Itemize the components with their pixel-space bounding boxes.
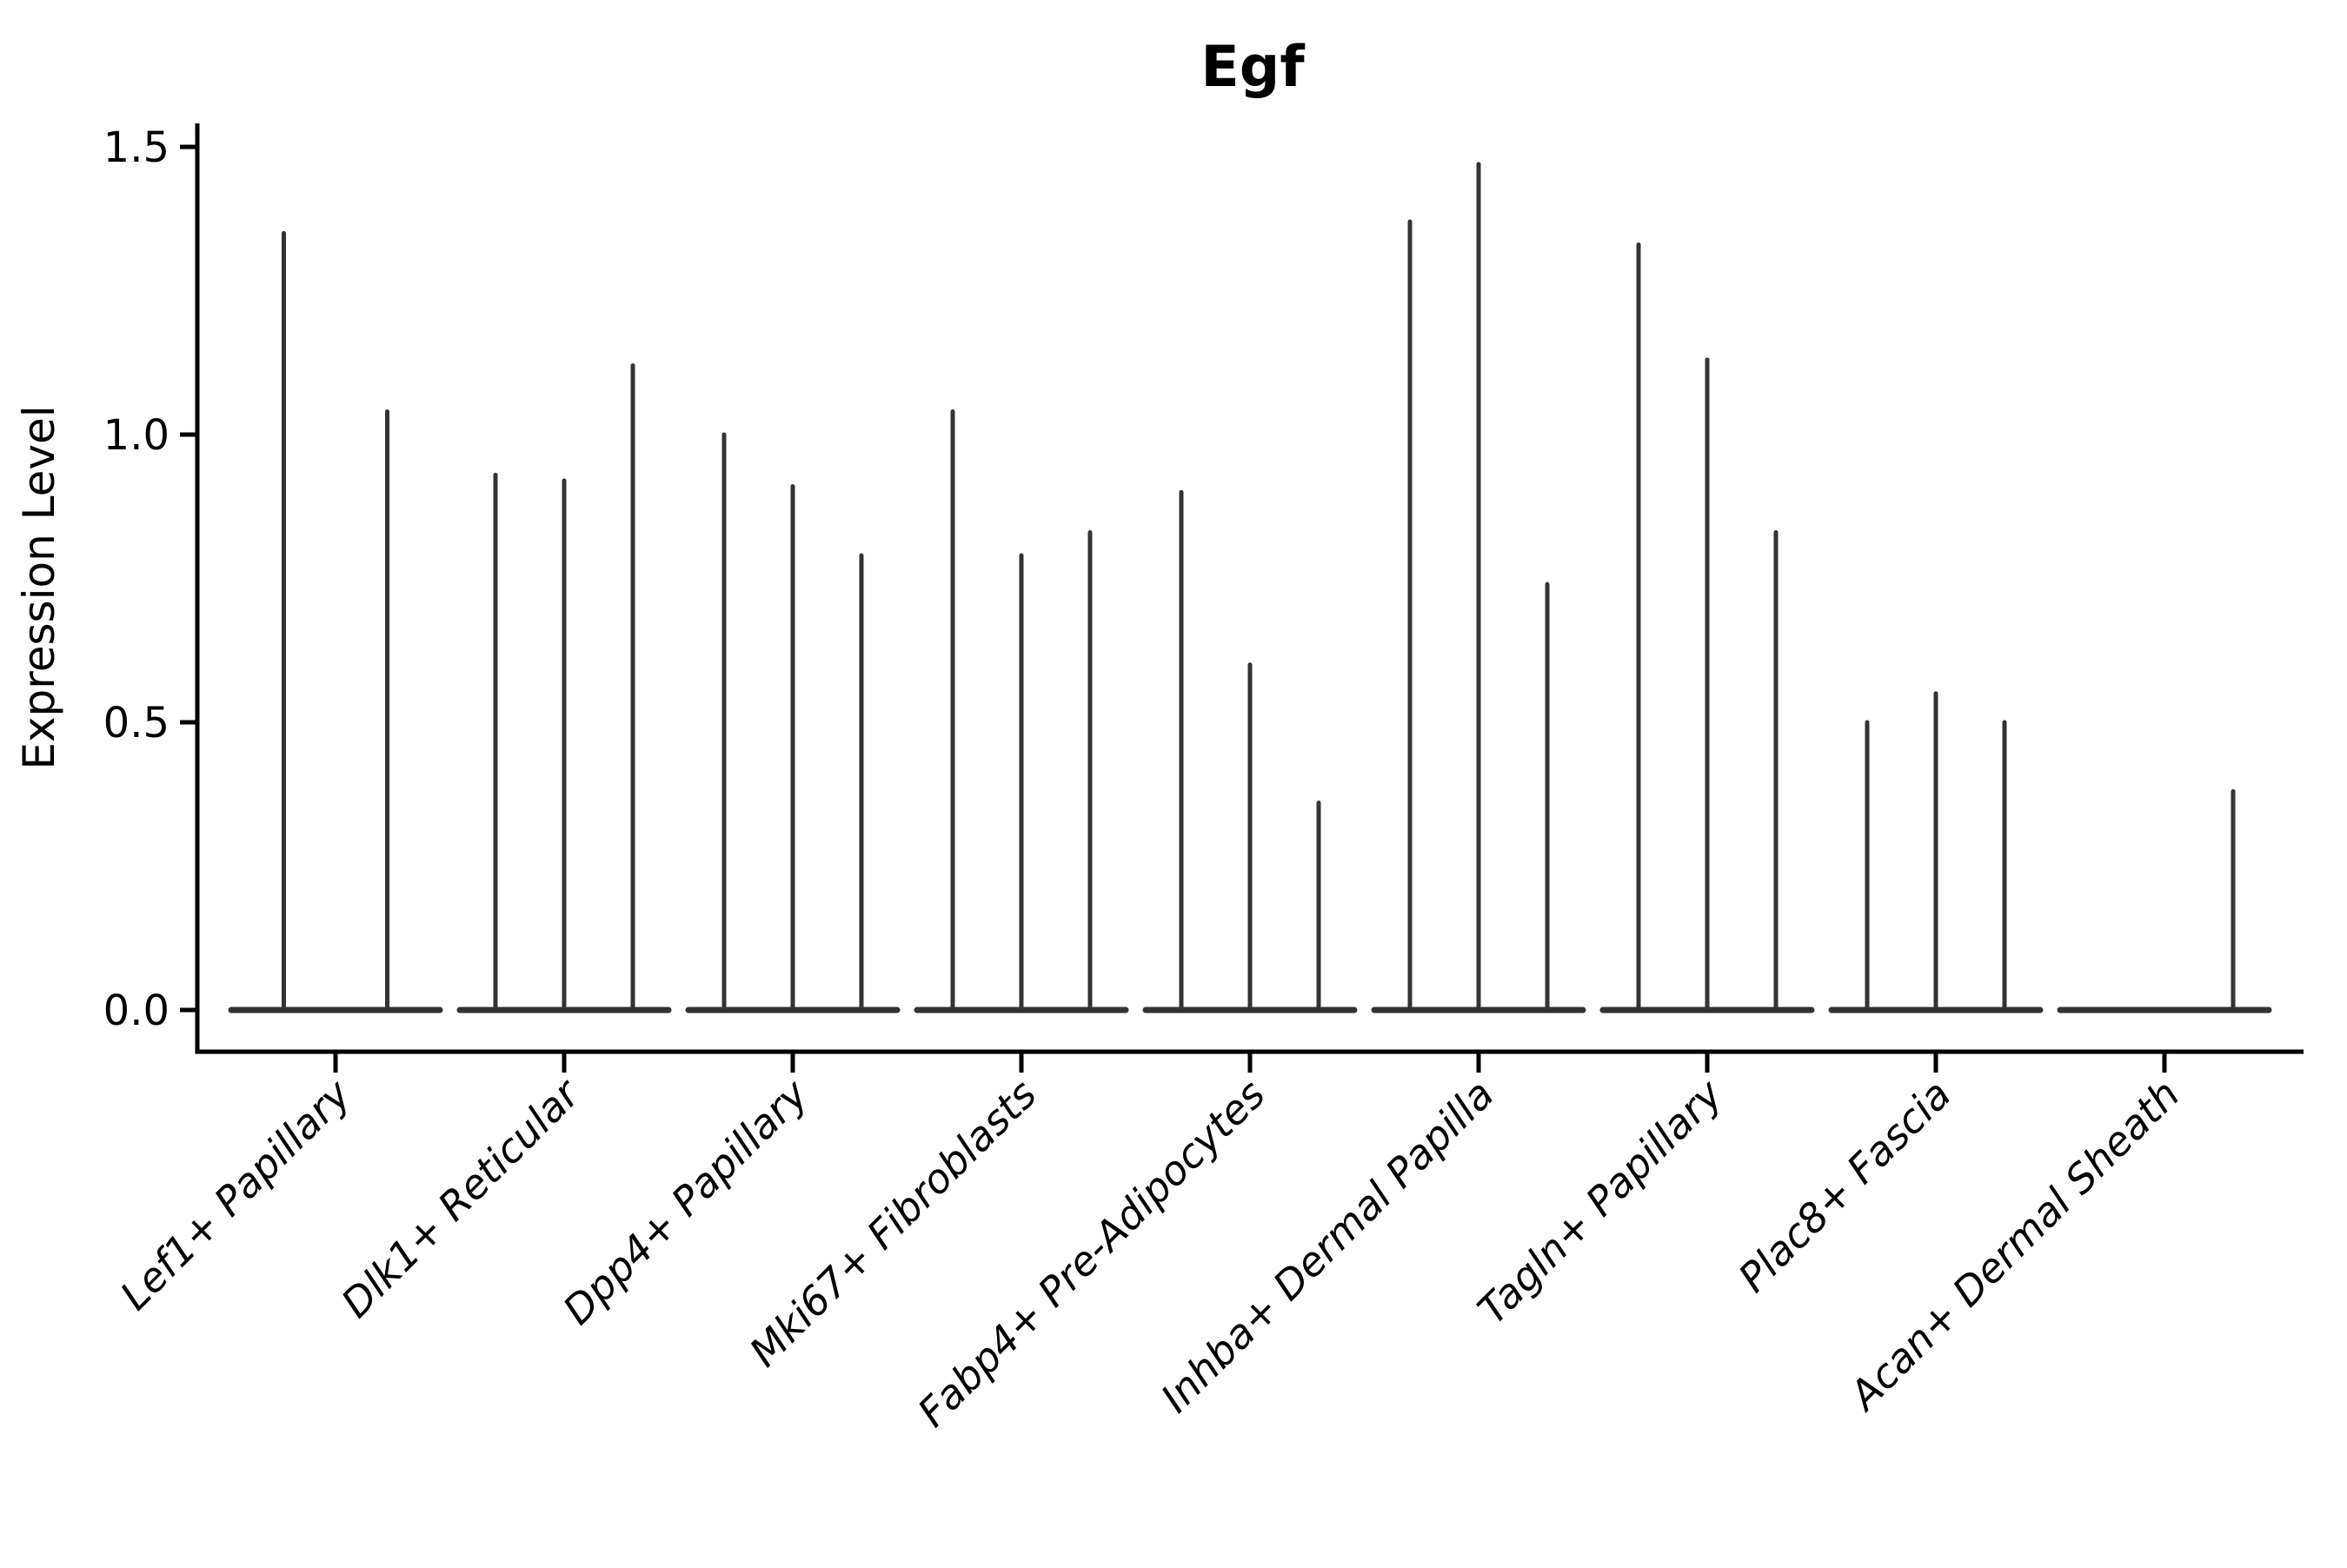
y-tick-label: 0.0 [103, 987, 170, 1035]
y-tick-label: 1.5 [103, 123, 170, 172]
x-tick-label: Lef1+ Papillary [111, 1070, 360, 1319]
violin-group [2057, 788, 2272, 1013]
violin-group [1599, 243, 1815, 1013]
x-tick-label: Dpp4+ Papillary [554, 1070, 817, 1333]
violin-group [456, 363, 672, 1013]
violin-group [1371, 162, 1586, 1013]
chart-title: Egf [1200, 35, 1305, 100]
violin-group [1828, 691, 2044, 1013]
violin-group [228, 230, 443, 1013]
x-tick-label: Plac8+ Fascia [1729, 1071, 1959, 1301]
violin-series [228, 162, 2272, 1013]
x-tick-label: Dlk1+ Reticular [332, 1068, 590, 1326]
violin-group [685, 432, 901, 1013]
y-axis-label: Expression Level [14, 405, 64, 769]
violin-group [1142, 489, 1358, 1013]
y-tick-label: 0.5 [103, 699, 170, 747]
violin-group [914, 409, 1129, 1013]
y-tick-label: 1.0 [103, 411, 170, 460]
x-tick-label: Tagln+ Papillary [1468, 1070, 1732, 1333]
y-axis-ticks: 0.0 0.5 1.0 1.5 [103, 123, 197, 1035]
